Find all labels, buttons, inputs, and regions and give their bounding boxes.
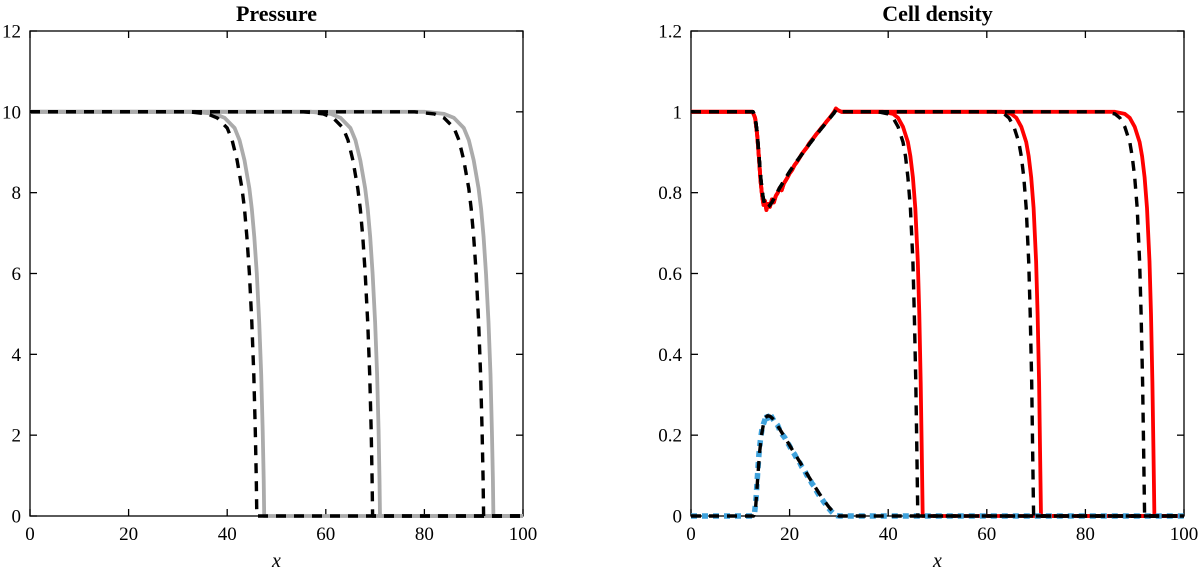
x-tick-label: 60 bbox=[977, 524, 996, 545]
x-tick-label: 20 bbox=[780, 524, 799, 545]
pressure-plot: Pressure x 0 20 40 60 80 100 0 2 4 6 8 10 12 bbox=[2, 1, 538, 572]
cell-density-plot: Cell density x 0 20 40 60 80 100 0 0.2 0.4 0.6 0.8… bbox=[658, 1, 1199, 572]
density-blue bbox=[691, 410, 1184, 519]
pressure-numeric-t3 bbox=[30, 109, 523, 518]
y-tick-label: 1.2 bbox=[658, 22, 682, 43]
y-tick-label: 0.2 bbox=[658, 426, 682, 447]
y-tick-label: 4 bbox=[12, 345, 22, 366]
x-tick-label: 60 bbox=[316, 524, 335, 545]
axes-box bbox=[29, 30, 524, 517]
density-red-t3 bbox=[691, 106, 1184, 518]
density-blue-asymptotic bbox=[691, 414, 1184, 518]
pressure-asymptotic-t3 bbox=[30, 110, 523, 518]
x-tick-label: 40 bbox=[879, 524, 898, 545]
y-tick-label: 0.6 bbox=[658, 264, 682, 285]
axes-box bbox=[690, 30, 1185, 517]
y-tick-label: 0 bbox=[12, 507, 22, 528]
pressure-numeric-t1 bbox=[30, 109, 523, 518]
pressure-chart: Pressure x 0 20 40 60 80 100 0 2 4 6 8 10 12 bbox=[2, 1, 538, 572]
y-tick-label: 6 bbox=[12, 264, 22, 285]
density-red-t2 bbox=[691, 106, 1184, 518]
x-tick-label: 80 bbox=[1076, 524, 1095, 545]
y-tick-label: 0 bbox=[673, 507, 683, 528]
x-tick-label: 40 bbox=[218, 524, 237, 545]
x-tick-label: 100 bbox=[1170, 524, 1199, 545]
x-tick-label: 0 bbox=[25, 524, 35, 545]
x-tick-label: 80 bbox=[415, 524, 434, 545]
pressure-xlabel: x bbox=[271, 550, 281, 572]
x-tick-label: 0 bbox=[686, 524, 696, 545]
pressure-numeric-t2 bbox=[30, 109, 523, 518]
density-asymptotic-t2 bbox=[691, 107, 1184, 518]
y-tick-label: 1 bbox=[673, 102, 683, 123]
pressure-asymptotic-t1 bbox=[30, 110, 523, 518]
cell-density-xlabel: x bbox=[932, 550, 942, 572]
pressure-title: Pressure bbox=[236, 1, 317, 26]
x-tick-label: 100 bbox=[509, 524, 538, 545]
x-tick-label: 20 bbox=[119, 524, 138, 545]
y-tick-label: 2 bbox=[12, 426, 22, 447]
y-tick-label: 12 bbox=[2, 22, 21, 43]
y-tick-label: 10 bbox=[2, 102, 21, 123]
cell-density-title: Cell density bbox=[882, 1, 993, 26]
density-red-t1 bbox=[691, 106, 1184, 518]
y-tick-label: 8 bbox=[12, 183, 22, 204]
density-asymptotic-t1 bbox=[691, 107, 1184, 518]
y-tick-label: 0.4 bbox=[658, 345, 682, 366]
pressure-asymptotic-t2 bbox=[30, 110, 523, 518]
cell-density-chart: Cell density x 0 20 40 60 80 100 0 0.2 0.4 0.6 0.8… bbox=[600, 0, 1200, 579]
density-asymptotic-t3 bbox=[691, 107, 1184, 518]
y-tick-label: 0.8 bbox=[658, 183, 682, 204]
